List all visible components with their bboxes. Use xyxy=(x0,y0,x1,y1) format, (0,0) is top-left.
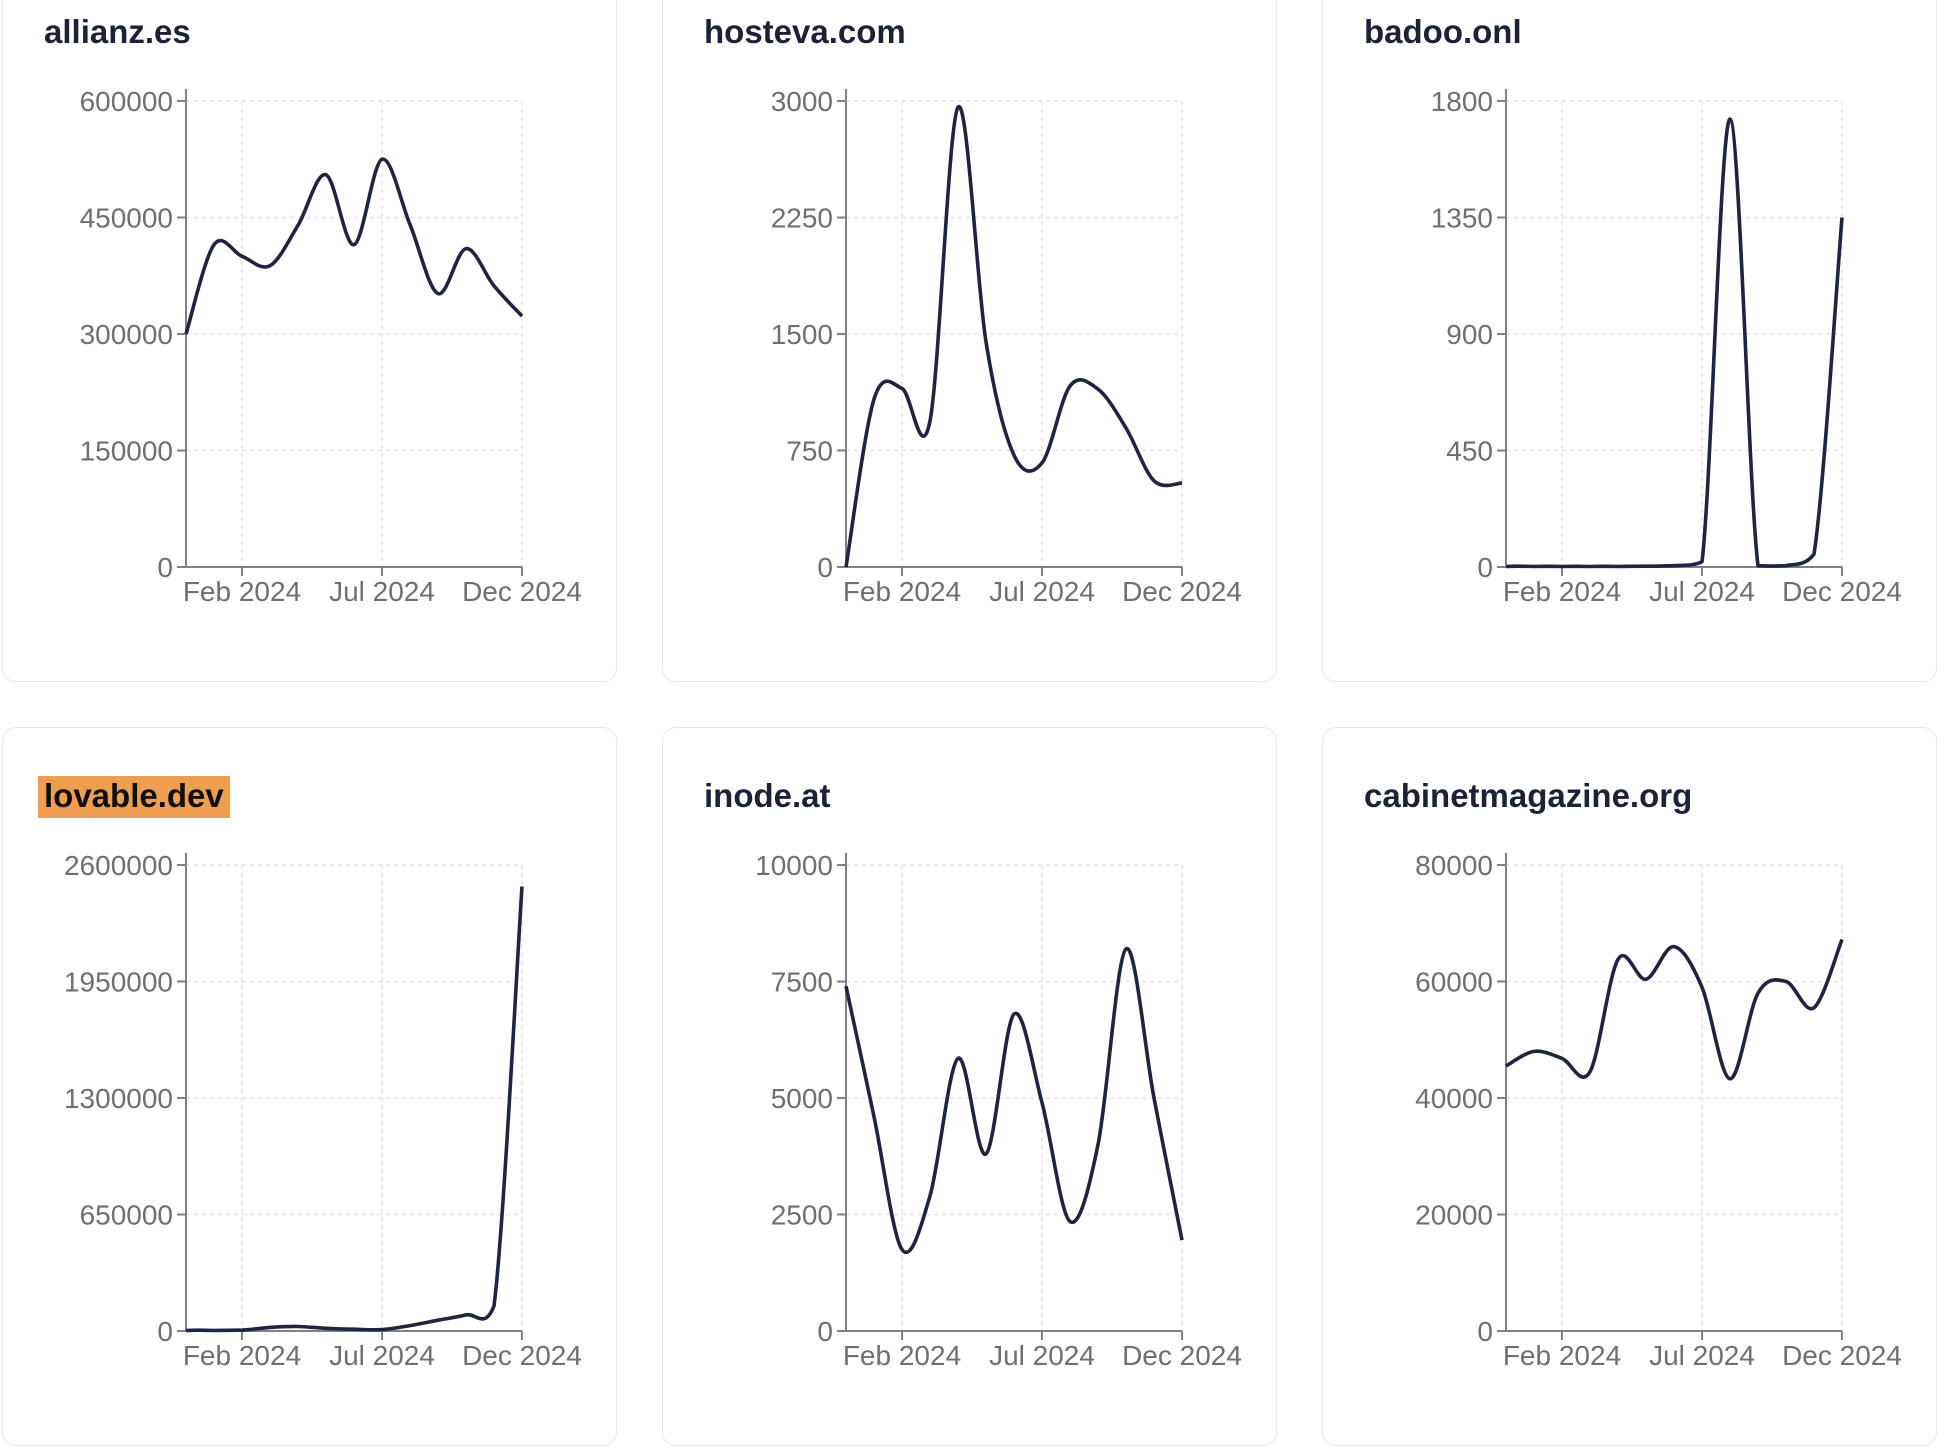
y-axis-tick-label: 0 xyxy=(157,552,173,583)
x-axis-tick-label: Feb 2024 xyxy=(843,576,961,607)
line-chart: 0 750 1500 2250 3000 Feb 2024 Jul 2024 Dec 2024 xyxy=(771,86,1242,607)
chart-title: hosteva.com xyxy=(704,13,906,50)
x-axis-tick-label: Dec 2024 xyxy=(462,1340,582,1371)
chart-title: cabinetmagazine.org xyxy=(1364,777,1693,814)
x-axis-tick-label: Feb 2024 xyxy=(843,1340,961,1371)
line-chart: 0 450 900 1350 1800 Feb 2024 Jul 2024 Dec 2024 xyxy=(1431,86,1902,607)
y-axis-tick-label: 750 xyxy=(786,436,833,467)
line-chart: 0 2500 5000 7500 10000 Feb 2024 Jul 2024 Dec 20… xyxy=(755,850,1242,1371)
chart-card: cabinetmagazine.org 0 20000 40000 60000 80000… xyxy=(1322,727,1937,1446)
y-axis-tick-label: 2250 xyxy=(771,203,833,234)
y-axis-tick-label: 5000 xyxy=(771,1083,833,1114)
x-axis-tick-label: Dec 2024 xyxy=(1122,576,1242,607)
y-axis-tick-label: 450 xyxy=(1446,436,1493,467)
chart-card: hosteva.com 0 750 1500 2250 3000 Feb 2024 Jul 2… xyxy=(662,0,1277,682)
chart-card: inode.at 0 2500 5000 7500 10000 Feb 2024 Jul 20… xyxy=(662,727,1277,1446)
x-axis-tick-label: Jul 2024 xyxy=(329,576,435,607)
y-axis-tick-label: 1350 xyxy=(1431,203,1493,234)
chart-card: lovable.dev 0 650000 1300000 1950000 2600000 F… xyxy=(2,727,617,1446)
y-axis-tick-label: 2500 xyxy=(771,1200,833,1231)
x-axis-tick-label: Dec 2024 xyxy=(1122,1340,1242,1371)
y-axis-tick-label: 1300000 xyxy=(64,1083,173,1114)
y-axis-tick-label: 2600000 xyxy=(64,850,173,881)
chart-title: badoo.onl xyxy=(1364,13,1522,50)
chart-line xyxy=(1505,117,1844,569)
y-axis-tick-label: 1950000 xyxy=(64,967,173,998)
x-axis-tick-label: Dec 2024 xyxy=(1782,576,1902,607)
y-axis-tick-label: 3000 xyxy=(771,86,833,117)
y-axis-tick-label: 600000 xyxy=(80,86,173,117)
chart-line xyxy=(844,947,1184,1254)
y-axis-tick-label: 0 xyxy=(817,552,833,583)
x-axis-tick-label: Jul 2024 xyxy=(329,1340,435,1371)
x-axis-tick-label: Feb 2024 xyxy=(183,1340,301,1371)
x-axis-tick-label: Feb 2024 xyxy=(1503,576,1621,607)
y-axis-tick-label: 0 xyxy=(817,1316,833,1347)
chart-title: allianz.es xyxy=(44,13,191,50)
y-axis-tick-label: 1800 xyxy=(1431,86,1493,117)
y-axis-tick-label: 900 xyxy=(1446,319,1493,350)
x-axis-tick-label: Dec 2024 xyxy=(462,576,582,607)
chart-title-highlighted: lovable.dev xyxy=(38,776,230,818)
y-axis-tick-label: 450000 xyxy=(80,203,173,234)
x-axis-tick-label: Jul 2024 xyxy=(1649,576,1755,607)
x-axis-tick-label: Jul 2024 xyxy=(989,576,1095,607)
y-axis-tick-label: 150000 xyxy=(80,436,173,467)
chart-line xyxy=(1505,938,1844,1081)
chart-line xyxy=(184,157,524,335)
y-axis-tick-label: 40000 xyxy=(1415,1083,1493,1114)
line-chart: 0 650000 1300000 1950000 2600000 Feb 2024 Jul … xyxy=(64,850,582,1371)
x-axis-tick-label: Feb 2024 xyxy=(1503,1340,1621,1371)
x-axis-tick-label: Jul 2024 xyxy=(989,1340,1095,1371)
y-axis-tick-label: 20000 xyxy=(1415,1200,1493,1231)
y-axis-tick-label: 1500 xyxy=(771,319,833,350)
chart-line xyxy=(185,886,524,1333)
y-axis-tick-label: 10000 xyxy=(755,850,833,881)
y-axis-tick-label: 80000 xyxy=(1415,850,1493,881)
chart-title: inode.at xyxy=(704,777,831,814)
y-axis-tick-label: 60000 xyxy=(1415,967,1493,998)
y-axis-tick-label: 650000 xyxy=(80,1200,173,1231)
x-axis-tick-label: Dec 2024 xyxy=(1782,1340,1902,1371)
chart-card: badoo.onl 0 450 900 1350 1800 Feb 2024 Jul 2024… xyxy=(1322,0,1937,682)
line-chart: 0 20000 40000 60000 80000 Feb 2024 Jul 2024 Dec… xyxy=(1415,850,1902,1371)
y-axis-tick-label: 0 xyxy=(1477,552,1493,583)
x-axis-tick-label: Feb 2024 xyxy=(183,576,301,607)
y-axis-tick-label: 7500 xyxy=(771,967,833,998)
chart-line xyxy=(844,105,1183,568)
y-axis-tick-label: 0 xyxy=(1477,1316,1493,1347)
x-axis-tick-label: Jul 2024 xyxy=(1649,1340,1755,1371)
y-axis-tick-label: 0 xyxy=(157,1316,173,1347)
y-axis-tick-label: 300000 xyxy=(80,319,173,350)
chart-card: allianz.es 0 150000 300000 450000 600000 Feb 2… xyxy=(2,0,617,682)
line-chart: 0 150000 300000 450000 600000 Feb 2024 Jul 202… xyxy=(80,86,582,607)
